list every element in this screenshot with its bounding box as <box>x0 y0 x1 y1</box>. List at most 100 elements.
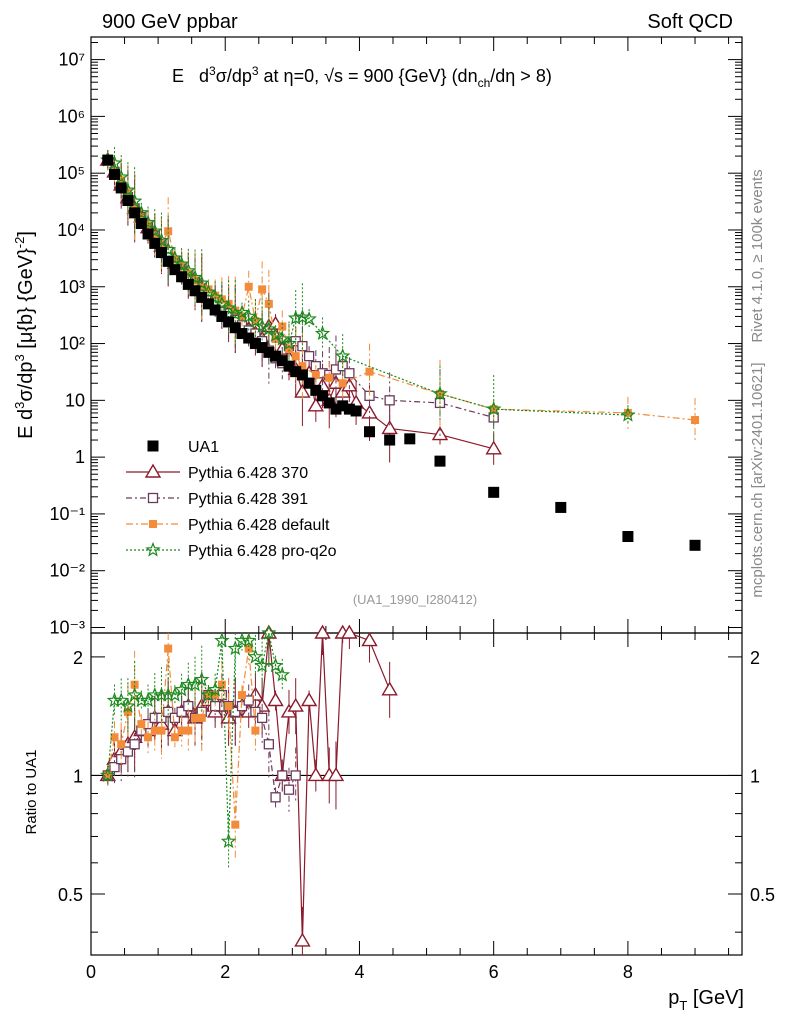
data-point-default <box>130 680 139 689</box>
source-annotation: (UA1_1990_I280412) <box>353 592 477 607</box>
data-point-proq2o <box>167 686 183 702</box>
data-point-proq2o <box>227 305 244 321</box>
y-tick-label: 10⁵ <box>58 163 85 183</box>
series-line-p370 <box>107 632 391 941</box>
data-point-ua1 <box>229 322 241 334</box>
legend-item-p391: Pythia 6.428 391 <box>126 491 308 508</box>
data-point-proq2o <box>620 406 636 422</box>
data-point-ua1 <box>162 255 174 267</box>
data-point-ua1 <box>689 539 701 551</box>
data-point-370 <box>314 624 331 639</box>
legend: UA1 Pythia 6.428 370 Pythia 6.428 391 Pythi… <box>126 439 337 560</box>
main-series-layer <box>99 147 701 551</box>
data-point-default <box>284 345 293 354</box>
data-point-ua1 <box>270 350 282 362</box>
data-point-proq2o <box>113 692 129 708</box>
legend-label: Pythia 6.428 default <box>188 517 330 534</box>
data-point-ua1 <box>155 247 167 259</box>
data-point-ua1 <box>622 531 634 543</box>
main-title: E d3σ/dp3 at η=0, √s = 900 {GeV} (dnch/d… <box>172 64 552 90</box>
data-point-ua1 <box>182 278 194 290</box>
ratio-y-axis-label: Ratio to UA1 <box>23 749 40 834</box>
data-point-default <box>311 370 320 379</box>
data-point-proq2o <box>106 692 123 708</box>
data-point-default <box>211 291 220 300</box>
data-point-proq2o <box>301 310 317 326</box>
data-point-370 <box>341 624 358 639</box>
data-point-370 <box>361 632 378 647</box>
data-point-ua1 <box>296 369 308 381</box>
data-point-370 <box>381 420 398 435</box>
data-point-370 <box>485 440 502 455</box>
data-point-proq2o <box>261 624 277 640</box>
data-point-ua1 <box>310 384 322 396</box>
ratio-y-tick-label: 1 <box>750 766 760 786</box>
data-point-391 <box>303 350 315 362</box>
data-point-391 <box>230 706 241 718</box>
data-point-370 <box>381 681 398 696</box>
side-label-mcplots: mcplots.cern.ch [arXiv:2401.10621] <box>749 362 766 597</box>
series-line-proq2o <box>107 632 283 842</box>
data-point-default <box>184 726 193 735</box>
data-point-ua1 <box>404 433 416 445</box>
data-point-ua1 <box>202 298 214 310</box>
data-point-ua1 <box>290 366 302 378</box>
data-point-ua1 <box>283 360 295 372</box>
data-point-proq2o <box>220 300 237 315</box>
data-point-default <box>197 713 206 722</box>
legend-label: Pythia 6.428 pro-q2o <box>188 543 337 560</box>
data-point-proq2o <box>254 318 270 334</box>
data-point-370 <box>144 463 162 478</box>
y-tick-label: 10 <box>65 390 85 410</box>
data-point-default <box>258 285 267 294</box>
ratio-panel-frame <box>90 632 743 956</box>
x-tick-label: 4 <box>354 962 364 982</box>
ratio-series-layer <box>99 624 398 955</box>
data-point-default <box>144 733 153 742</box>
data-point-proq2o <box>254 657 270 673</box>
series-p370 <box>99 624 398 955</box>
side-label-rivet: Rivet 4.1.0, ≥ 100k events <box>749 169 766 342</box>
data-point-default <box>325 373 334 382</box>
data-point-ua1 <box>263 346 275 358</box>
data-point-default <box>278 322 287 331</box>
data-point-ua1 <box>115 182 127 194</box>
legend-label: UA1 <box>188 439 219 456</box>
data-point-proq2o <box>274 330 291 346</box>
data-point-391 <box>169 712 181 724</box>
header-right-label: Soft QCD <box>647 11 733 33</box>
x-tick-label: 2 <box>220 962 230 982</box>
data-point-391 <box>129 739 140 750</box>
data-point-ua1 <box>317 390 329 402</box>
data-point-391 <box>290 770 301 781</box>
data-point-ua1 <box>323 397 335 409</box>
ratio-y-tick-label: 2 <box>750 648 760 668</box>
data-point-proq2o <box>267 657 284 673</box>
data-point-391 <box>263 739 275 750</box>
series-proq2o <box>100 147 636 444</box>
data-point-proq2o <box>294 309 311 324</box>
y-tick-label: 10⁴ <box>57 220 85 240</box>
data-point-proq2o <box>207 681 223 697</box>
data-point-proq2o <box>485 400 502 416</box>
data-point-default <box>204 285 213 294</box>
ratio-y-tick-label: 0.5 <box>58 885 83 905</box>
x-axis-label: pT [GeV] <box>668 987 744 1013</box>
series-p370 <box>99 150 502 465</box>
data-point-proq2o <box>234 632 250 648</box>
x-tick-label: 6 <box>489 962 499 982</box>
data-point-default <box>170 255 179 264</box>
data-point-proq2o <box>261 320 277 336</box>
data-point-370 <box>431 426 449 441</box>
data-point-proq2o <box>214 295 230 311</box>
data-point-default <box>338 379 347 388</box>
y-tick-label: 10⁻² <box>49 561 85 581</box>
data-point-proq2o <box>145 541 161 557</box>
data-point-370 <box>267 692 284 707</box>
series-ua1 <box>102 154 701 551</box>
y-tick-label: 10³ <box>59 277 85 297</box>
data-point-default <box>177 726 186 735</box>
data-point-ua1 <box>196 291 208 303</box>
data-point-ua1 <box>249 338 261 350</box>
